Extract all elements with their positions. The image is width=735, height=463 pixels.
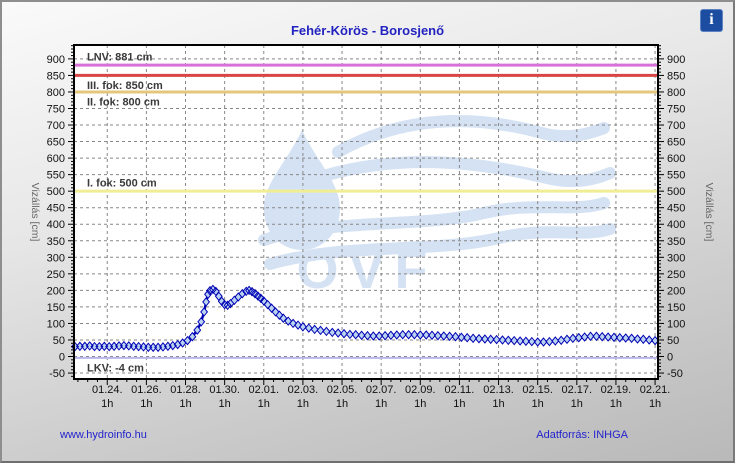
y-tick-label: 250 <box>667 269 685 281</box>
page-title: Fehér-Körös - Borosjenő <box>290 23 445 38</box>
x-tick-sublabel: 1h <box>610 398 622 410</box>
x-tick-label: 02.21. <box>640 384 671 396</box>
y-tick-label: 350 <box>667 236 685 248</box>
x-tick-sublabel: 1h <box>414 398 426 410</box>
y-tick-label: 600 <box>47 153 65 165</box>
y-tick-label: 0 <box>59 352 65 364</box>
y-tick-label: 600 <box>667 153 685 165</box>
ref-line-label-LKV: LKV: -4 cm <box>87 362 144 374</box>
y-tick-label: 550 <box>47 170 65 182</box>
y-tick-label: 650 <box>47 137 65 149</box>
axis-ticks <box>68 45 664 385</box>
x-tick-sublabel: 1h <box>336 398 348 410</box>
y-tick-label: 700 <box>47 120 65 132</box>
x-tick-sublabel: 1h <box>258 398 270 410</box>
watermark-text: OVF <box>296 240 437 300</box>
y-tick-label: 650 <box>667 137 685 149</box>
y-tick-label: 150 <box>667 302 685 314</box>
x-tick-sublabel: 1h <box>297 398 309 410</box>
data-source-label: Adatforrás: INHGA <box>536 429 628 441</box>
y-tick-label: 700 <box>667 120 685 132</box>
x-tick-sublabel: 1h <box>101 398 113 410</box>
y-tick-label: 850 <box>47 70 65 82</box>
y-axis-title-right: Vizállás [cm] <box>703 183 715 242</box>
y-tick-label: 450 <box>667 203 685 215</box>
x-tick-label: 02.15. <box>522 384 553 396</box>
x-tick-label: 01.30. <box>209 384 240 396</box>
gridlines <box>74 45 658 379</box>
y-tick-label: 350 <box>47 236 65 248</box>
x-tick-label: 02.01. <box>248 384 279 396</box>
info-icon[interactable]: i <box>700 9 723 32</box>
x-tick-label: 02.13. <box>483 384 514 396</box>
x-tick-label: 02.07. <box>366 384 397 396</box>
x-tick-label: 02.09. <box>405 384 436 396</box>
ref-line-label-LNV: LNV: 881 cm <box>87 52 153 64</box>
y-tick-label: 150 <box>47 302 65 314</box>
y-tick-label: 200 <box>667 285 685 297</box>
x-tick-sublabel: 1h <box>453 398 465 410</box>
wave-icon <box>332 115 610 158</box>
wave-icon <box>264 223 616 270</box>
y-axis-title-left: Vizállás [cm] <box>29 183 41 242</box>
x-tick-sublabel: 1h <box>532 398 544 410</box>
y-tick-label: 900 <box>667 54 685 66</box>
wave-icon <box>296 156 616 189</box>
y-tick-label: 900 <box>47 54 65 66</box>
x-tick-sublabel: 1h <box>219 398 231 410</box>
ref-line-label-III-fok: III. fok: 850 cm <box>87 80 163 92</box>
x-tick-sublabel: 1h <box>375 398 387 410</box>
x-tick-sublabel: 1h <box>492 398 504 410</box>
plot-border <box>73 44 659 380</box>
x-tick-label: 01.26. <box>131 384 162 396</box>
x-tick-label: 02.17. <box>562 384 593 396</box>
y-tick-label: 50 <box>667 335 679 347</box>
y-tick-label: 300 <box>667 252 685 264</box>
y-tick-label: 800 <box>667 87 685 99</box>
x-tick-label: 02.03. <box>288 384 319 396</box>
x-tick-sublabel: 1h <box>571 398 583 410</box>
ref-line-label-I-fok: I. fok: 500 cm <box>87 178 157 190</box>
y-tick-label: 450 <box>47 203 65 215</box>
x-tick-sublabel: 1h <box>649 398 661 410</box>
tick-labels: -50 -50 0 0 50 50 100 100 150 150 200 200 250 250 300 3… <box>47 54 686 410</box>
x-tick-label: 02.19. <box>601 384 632 396</box>
y-tick-label: 550 <box>667 170 685 182</box>
y-tick-label: 50 <box>53 335 65 347</box>
y-tick-label: 850 <box>667 70 685 82</box>
y-tick-label: 100 <box>47 318 65 330</box>
hydroinfo-link[interactable]: www.hydroinfo.hu <box>60 429 147 441</box>
series-markers <box>71 284 660 353</box>
y-tick-label: 500 <box>47 186 65 198</box>
y-tick-label: 300 <box>47 252 65 264</box>
y-tick-label: 250 <box>47 269 65 281</box>
x-tick-label: 01.28. <box>170 384 201 396</box>
y-tick-label: 100 <box>667 318 685 330</box>
x-tick-label: 01.24. <box>92 384 123 396</box>
y-tick-label: 750 <box>47 103 65 115</box>
y-tick-label: 800 <box>47 87 65 99</box>
y-tick-label: 0 <box>667 352 673 364</box>
ovf-watermark: OVF <box>258 115 616 300</box>
ref-line-label-II-fok: II. fok: 800 cm <box>87 96 160 108</box>
y-tick-label: -50 <box>667 368 683 380</box>
x-tick-sublabel: 1h <box>179 398 191 410</box>
x-tick-label: 02.11. <box>445 384 475 396</box>
x-tick-sublabel: 1h <box>140 398 152 410</box>
x-tick-label: 02.05. <box>327 384 358 396</box>
y-tick-label: 400 <box>667 219 685 231</box>
y-tick-label: 200 <box>47 285 65 297</box>
y-tick-label: 400 <box>47 219 65 231</box>
y-tick-label: 500 <box>667 186 685 198</box>
y-tick-label: 750 <box>667 103 685 115</box>
y-tick-label: -50 <box>49 368 65 380</box>
